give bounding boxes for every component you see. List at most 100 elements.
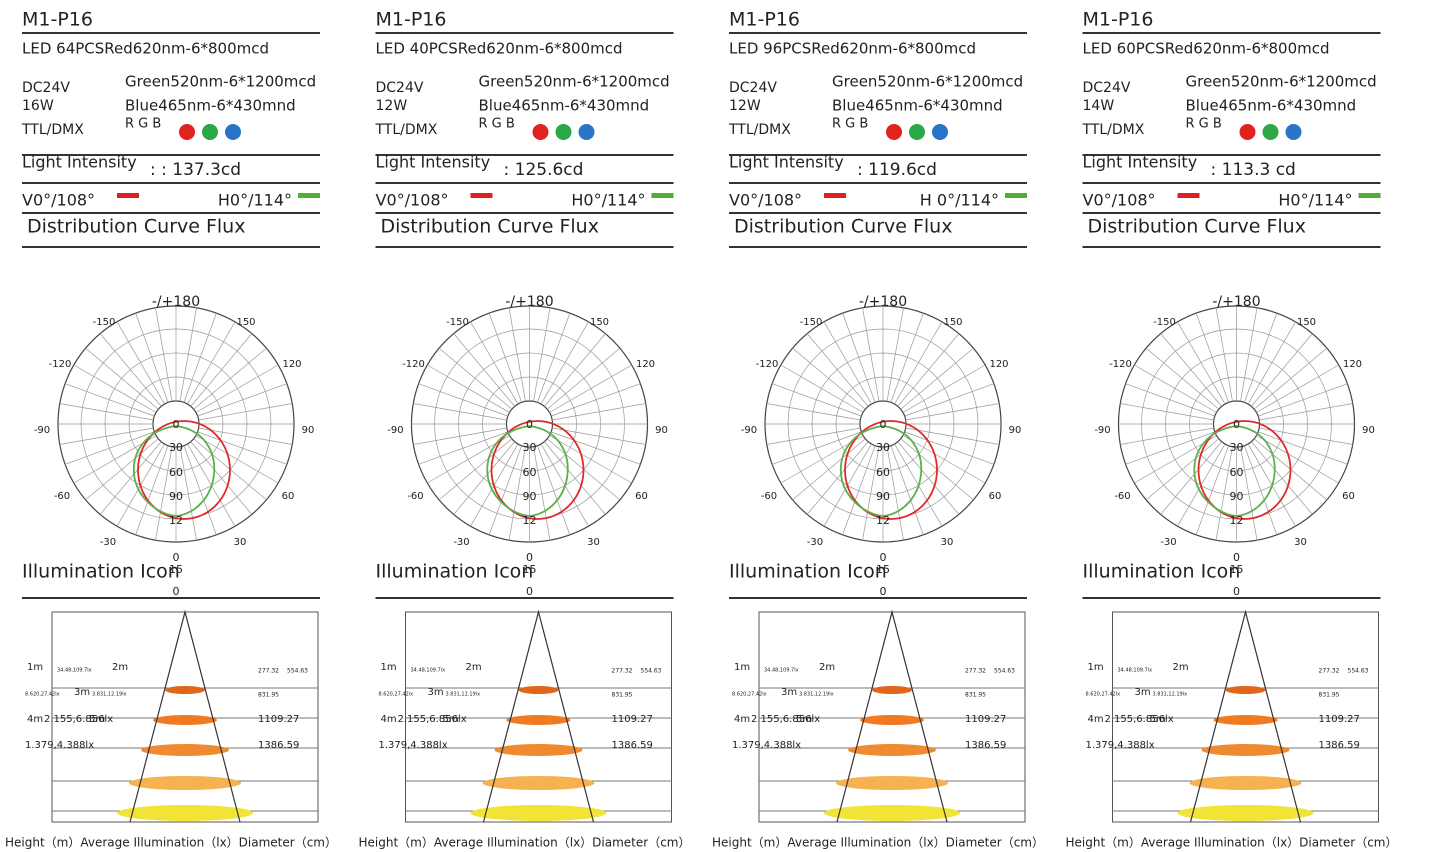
- illum-label: 2m: [112, 662, 128, 673]
- radial-label: 0: [173, 551, 180, 564]
- color-dot: [886, 124, 902, 140]
- polar-spoke: [1215, 446, 1233, 541]
- polar-spoke: [1145, 438, 1220, 501]
- radial-label: 90: [1230, 490, 1244, 503]
- polar-spoke: [488, 312, 522, 403]
- radial-label: 60: [169, 466, 183, 479]
- polar-spoke: [902, 435, 986, 484]
- color-dot: [1239, 124, 1256, 140]
- polar-spoke: [537, 312, 571, 403]
- polar-spoke: [862, 307, 880, 402]
- footer: Height（m）Average Illumination（lx）Diamete…: [1066, 836, 1398, 850]
- led-spec: LED 64PCSRed620nm-6*800mcd: [22, 40, 269, 58]
- illum-label: 1.379,4.388lx: [732, 740, 801, 751]
- light-cone: [836, 609, 948, 823]
- polar-spoke: [470, 321, 519, 405]
- polar-spoke: [902, 364, 986, 413]
- light-spot: [117, 805, 253, 821]
- angle-label: -120: [756, 359, 779, 370]
- color-dot: [202, 124, 218, 140]
- rgb-label: R G B: [1186, 117, 1222, 132]
- v-swatch: [470, 193, 493, 198]
- polar-spoke: [1160, 333, 1222, 407]
- radial-label: 0: [880, 551, 887, 564]
- intensity-value: : 125.6cd: [504, 160, 584, 180]
- polar-spoke: [453, 441, 515, 515]
- voltage: DC24V: [22, 80, 70, 96]
- polar-spoke: [418, 431, 509, 465]
- v-label: V0°/108°: [22, 191, 95, 210]
- illum-label: 1m: [734, 662, 750, 673]
- radial-label: 30: [169, 441, 183, 454]
- h-label: H0°/114°: [1278, 191, 1352, 210]
- light-cone: [129, 609, 241, 823]
- h-label: H0°/114°: [218, 191, 292, 210]
- v-label: V0°/108°: [376, 191, 449, 210]
- polar-spoke: [438, 438, 513, 501]
- angle-label: 30: [1294, 537, 1307, 548]
- radial-label: 60: [523, 466, 537, 479]
- light-spot: [470, 805, 607, 821]
- angle-label: -120: [1109, 359, 1132, 370]
- polar-spoke: [438, 347, 513, 410]
- illum-label: 1.379,4.388lx: [379, 740, 448, 751]
- polar-spoke: [198, 403, 293, 421]
- polar-spoke: [64, 383, 155, 417]
- illum-label: 34.48,109.7lx: [764, 668, 799, 674]
- illum-label: 8.620,27.42lx: [25, 692, 60, 698]
- angle-label: 60: [282, 491, 295, 502]
- radial-label: 12: [876, 514, 890, 527]
- illum-label: 1109.27: [1319, 714, 1360, 725]
- polar-spoke: [418, 383, 509, 417]
- polar-spoke: [1145, 347, 1220, 410]
- angle-label: 150: [236, 317, 255, 328]
- curve-h: [840, 425, 923, 517]
- radial-label: 30: [1230, 441, 1244, 454]
- panel: M1-P16 LED 60PCSRed620nm-6*800mcd DC24V 14W…: [1066, 9, 1398, 850]
- illum-title: Illumination Icon: [1083, 561, 1241, 583]
- radial-label: 12: [1230, 514, 1244, 527]
- polar-spoke: [1244, 445, 1278, 536]
- light-spot: [1189, 776, 1302, 790]
- polar-spoke: [780, 364, 864, 413]
- blue-spec: Blue465nm-6*430mnd: [1186, 97, 1357, 115]
- blue-spec: Blue465nm-6*430mnd: [479, 97, 650, 115]
- angle-label: -120: [49, 359, 72, 370]
- light-spot: [848, 744, 936, 756]
- color-dot: [909, 124, 925, 140]
- angle-label: -60: [407, 491, 423, 502]
- polar-spoke: [894, 321, 943, 405]
- polar-spoke: [1177, 321, 1226, 405]
- radial-label: 60: [876, 466, 890, 479]
- illum-label: 2m: [819, 662, 835, 673]
- polar-spoke: [862, 446, 880, 541]
- polar-spoke: [197, 383, 288, 417]
- v-label: V0°/108°: [1083, 191, 1156, 210]
- polar-spoke: [1240, 307, 1258, 402]
- control: TTL/DMX: [21, 122, 84, 138]
- polar-spoke: [1259, 403, 1353, 421]
- angle-label: 150: [943, 317, 962, 328]
- polar-spoke: [550, 431, 641, 465]
- curve-title: Distribution Curve Flux: [1088, 216, 1306, 238]
- polar-spoke: [1125, 383, 1216, 417]
- polar-spoke: [135, 312, 169, 403]
- light-spot: [141, 744, 229, 756]
- angle-label: 90: [1009, 425, 1022, 436]
- color-dot: [555, 124, 572, 140]
- angle-label: 60: [1342, 491, 1355, 502]
- curve-v: [137, 420, 231, 520]
- model: M1-P16: [729, 9, 800, 31]
- illum-label: 554.63: [641, 668, 662, 675]
- color-dot: [932, 124, 948, 140]
- angle-label: -150: [1153, 317, 1176, 328]
- illum-label: 1109.27: [965, 714, 1006, 725]
- illum-label: 2m: [466, 662, 482, 673]
- polar-spoke: [771, 383, 862, 417]
- illum-label: 277.32: [1319, 668, 1340, 675]
- polar-spoke: [195, 435, 279, 484]
- illum-label: 4m: [381, 714, 397, 725]
- polar-spoke: [1195, 312, 1229, 403]
- illum-label: 277.32: [612, 668, 633, 675]
- polar-spoke: [533, 307, 551, 402]
